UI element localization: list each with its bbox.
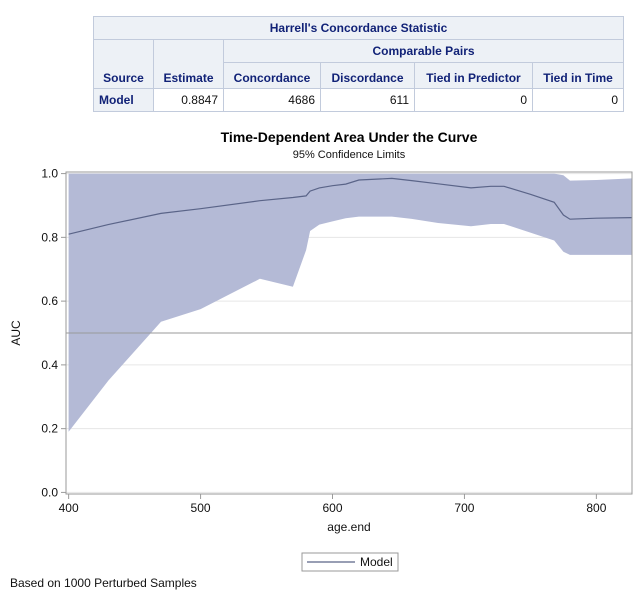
cell-estimate: 0.8847 — [153, 88, 224, 112]
footnote: Based on 1000 Perturbed Samples — [10, 576, 197, 590]
table-title: Harrell's Concordance Statistic — [92, 16, 625, 40]
x-tick-label-4: 800 — [586, 501, 606, 515]
col-header-tied-time: Tied in Time — [531, 62, 625, 89]
group-header-comparable-pairs: Comparable Pairs — [222, 39, 625, 63]
y-tick-label-1: 0.2 — [41, 422, 58, 436]
axis-ticks: 400 500 600 700 800 0.0 0.2 0.4 0.6 0.8 1.0 — [41, 167, 606, 515]
col-header-source: Source — [93, 39, 154, 89]
y-tick-label-0: 0.0 — [41, 485, 58, 499]
y-tick-label-4: 0.8 — [41, 230, 58, 244]
cell-concordance: 4686 — [223, 88, 321, 112]
col-header-estimate: Estimate — [153, 39, 224, 89]
y-tick-label-2: 0.4 — [41, 358, 58, 372]
confidence-band — [68, 173, 633, 432]
auc-line-group — [68, 177, 633, 235]
cell-tied-time: 0 — [531, 88, 625, 112]
legend-label-model: Model — [360, 555, 393, 569]
row-header-model: Model — [93, 88, 154, 112]
auc-chart: Time-Dependent Area Under the Curve 95% … — [9, 129, 633, 572]
col-header-tied-predictor: Tied in Predictor — [414, 62, 533, 89]
concordance-table: Harrell's Concordance Statistic Source E… — [92, 16, 625, 112]
y-axis-label: AUC — [9, 320, 23, 346]
chart-subtitle: 95% Confidence Limits — [293, 149, 406, 161]
legend: Model — [301, 552, 399, 572]
col-header-concordance: Concordance — [223, 62, 321, 89]
cell-discordance: 611 — [320, 88, 415, 112]
x-tick-label-0: 400 — [59, 501, 79, 515]
confidence-band-area — [68, 173, 633, 432]
chart-title: Time-Dependent Area Under the Curve — [221, 129, 478, 145]
x-tick-label-3: 700 — [454, 501, 474, 515]
plot-frame — [65, 171, 633, 495]
col-header-discordance: Discordance — [320, 62, 415, 89]
y-tick-label-5: 1.0 — [41, 167, 58, 181]
x-axis-label: age.end — [327, 520, 370, 534]
table-row: Model 0.8847 4686 611 0 0 — [93, 88, 625, 112]
x-tick-label-2: 600 — [322, 501, 342, 515]
y-tick-label-3: 0.6 — [41, 294, 58, 308]
cell-tied-predictor: 0 — [414, 88, 533, 112]
x-tick-label-1: 500 — [191, 501, 211, 515]
auc-line — [68, 177, 633, 235]
